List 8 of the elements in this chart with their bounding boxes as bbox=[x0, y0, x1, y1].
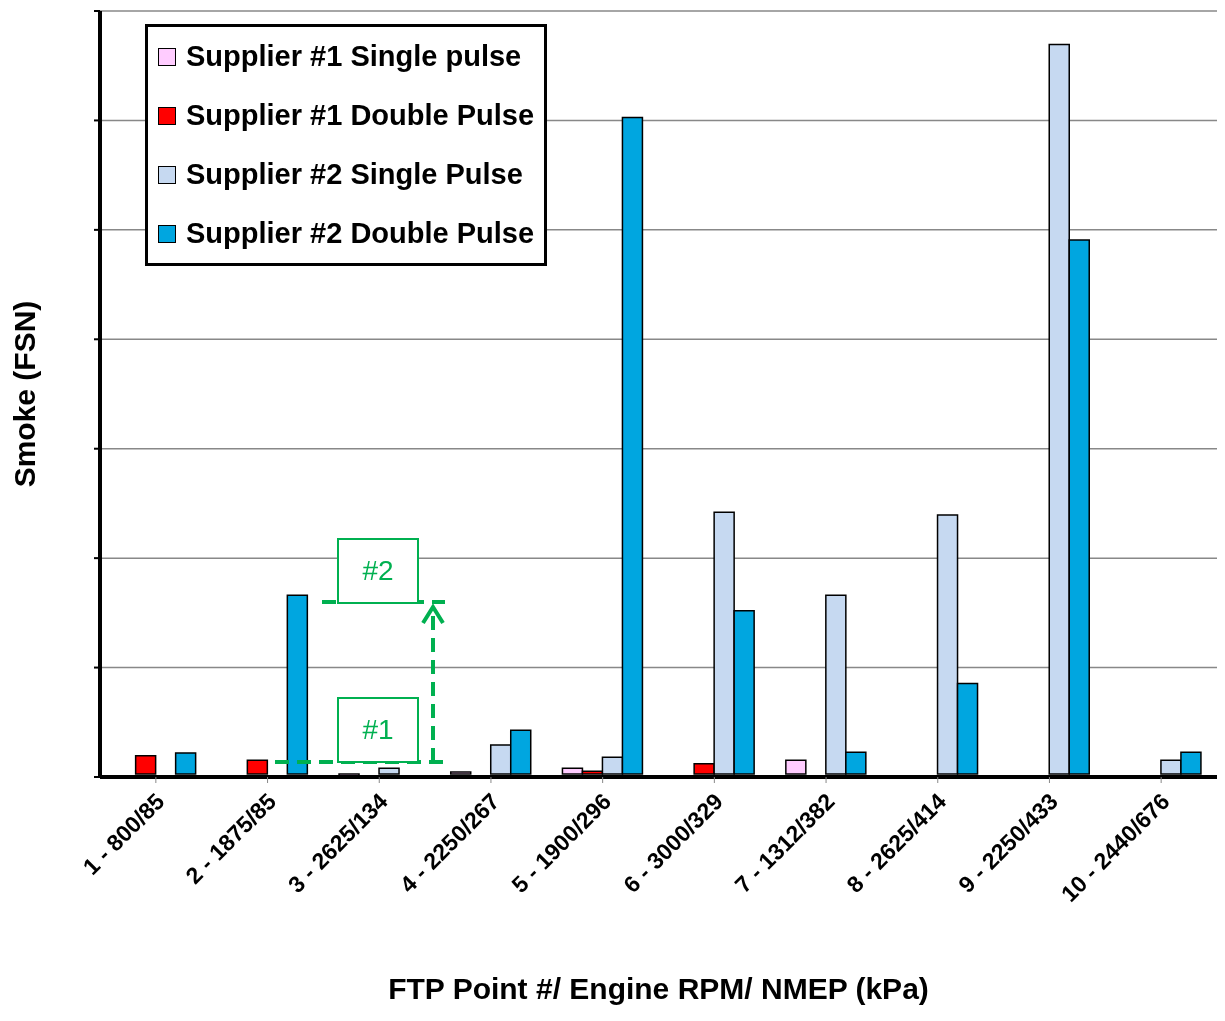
legend-label: Supplier #1 Single pulse bbox=[186, 40, 522, 73]
x-axis-title: FTP Point #/ Engine RPM/ NMEP (kPa) bbox=[388, 972, 929, 1005]
legend-label: Supplier #1 Double Pulse bbox=[186, 99, 535, 132]
annotation: #1 bbox=[337, 697, 419, 763]
y-axis-title: Smoke (FSN) bbox=[7, 300, 41, 488]
legend-label: Supplier #2 Single Pulse bbox=[186, 158, 523, 191]
legend-label: Supplier #2 Double Pulse bbox=[186, 217, 535, 250]
annotation: #2 bbox=[337, 538, 419, 604]
